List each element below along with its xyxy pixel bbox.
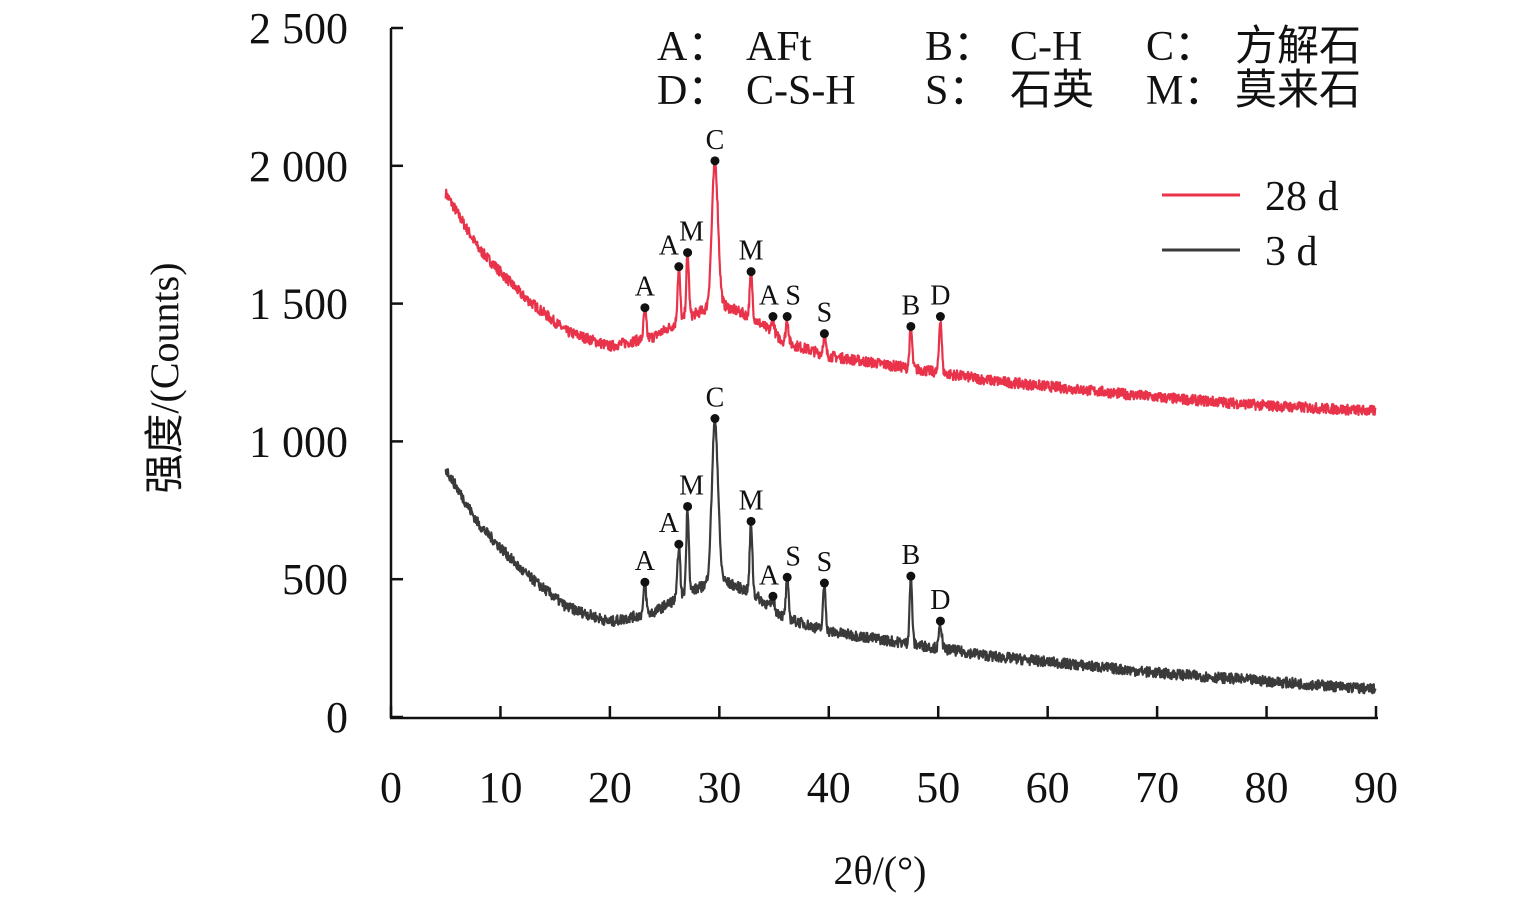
ticks: 0 10 20 30 40 50 60 70 80 90 0 500 1 000 1 500 2 000 2 … [249,4,1398,812]
x-tick-label: 20 [588,763,632,812]
peak-label: M [679,470,704,501]
peak-label: M [739,236,764,267]
phase-key-name: C-H [1010,24,1082,70]
y-tick-label: 2 000 [249,142,348,191]
peak-marker [674,262,684,272]
x-tick-label: 0 [380,763,402,812]
phase-key-name: 莫来石 [1235,68,1361,114]
peak-label: M [679,217,704,248]
peak-marker [768,591,778,601]
peak-label: D [930,281,950,312]
y-tick-label: 500 [282,555,348,604]
peak-marker [710,414,720,424]
x-tick-label: 10 [478,763,522,812]
y-axis-label: 强度/(Counts) [142,262,187,493]
peak-marker [746,516,756,526]
x-tick-label: 40 [807,763,851,812]
peak-label: A [635,546,656,577]
legend: 28 d 3 d [1162,174,1339,275]
peak-label: A [759,560,780,591]
peak-marker [906,321,916,331]
peak-marker [935,616,945,626]
peak-marker [683,501,693,511]
peak-marker [746,267,756,277]
peak-label: A [659,508,680,539]
x-tick-label: 60 [1026,763,1070,812]
peak-marker [768,312,778,322]
phase-key-name: AFt [746,24,812,70]
peak-label: A [759,281,780,312]
phase-key-symbol: B： [925,24,995,70]
peak-label: D [930,585,950,616]
legend-label: 28 d [1265,174,1339,220]
peak-label: A [659,231,680,262]
phase-key-name: C-S-H [746,68,856,114]
peak-label: S [817,298,833,329]
legend-label: 3 d [1265,229,1318,275]
peak-label: S [785,541,801,572]
x-tick-label: 50 [916,763,960,812]
peak-label: M [739,485,764,516]
peak-marker [782,572,792,582]
x-tick-label: 90 [1354,763,1398,812]
phase-key-name: 方解石 [1235,24,1361,70]
peak-label: C [706,125,725,156]
axes [389,28,1378,720]
phase-key-symbol: S： [925,68,990,114]
series-curves [444,158,1377,695]
peak-marker [683,248,693,258]
peak-marker [640,577,650,587]
peak-marker [782,312,792,322]
peak-marker [710,156,720,166]
peak-marker [906,571,916,581]
phase-key-symbol: A： [657,24,729,70]
y-tick-label: 1 500 [249,280,348,329]
phase-key-symbol: D： [657,68,729,114]
series-line-28d [444,158,1377,417]
peak-marker [935,312,945,322]
x-axis-label: 2θ/(°) [834,848,927,893]
y-tick-label: 2 500 [249,4,348,53]
peak-label: A [635,272,656,303]
peak-marker [819,329,829,339]
peak-marker [674,539,684,549]
phase-key-name: 石英 [1010,68,1094,114]
peak-label: C [706,383,725,414]
y-tick-label: 0 [326,693,348,742]
phase-key: A： AFt B： C-H C： 方解石 D： C-S-H S： 石英 M： 莫来石 [657,24,1361,114]
peak-marker [819,578,829,588]
peak-label: B [902,290,921,321]
x-tick-label: 80 [1245,763,1289,812]
y-tick-label: 1 000 [249,417,348,466]
phase-key-symbol: M： [1146,68,1225,114]
peak-label: B [902,540,921,571]
phase-key-symbol: C： [1146,24,1216,70]
x-tick-label: 30 [697,763,741,812]
peak-label: S [785,281,801,312]
x-tick-label: 70 [1135,763,1179,812]
peak-marker [640,303,650,313]
peak-label: S [817,547,833,578]
